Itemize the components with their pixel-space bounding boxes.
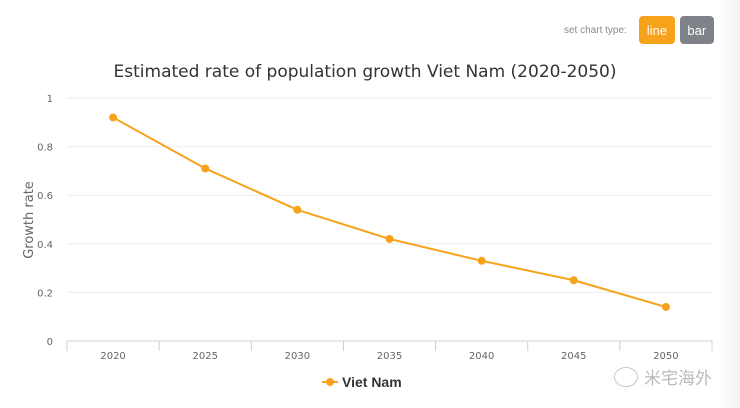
y-axis-label: Growth rate <box>22 181 37 259</box>
data-point[interactable] <box>661 302 670 311</box>
legend-label: Viet Nam <box>342 374 402 390</box>
x-tick-label: 2035 <box>377 351 402 362</box>
x-tick-label: 2020 <box>100 351 125 362</box>
y-tick-label: 1 <box>47 94 53 105</box>
x-tick-label: 2025 <box>192 351 217 362</box>
page-edge <box>718 0 740 408</box>
y-tick-label: 0.4 <box>37 240 53 251</box>
x-tick-label: 2050 <box>653 351 678 362</box>
y-tick-label: 0.6 <box>37 191 53 202</box>
line-chart-button[interactable]: line <box>638 16 675 44</box>
data-point[interactable] <box>201 164 210 173</box>
bar-chart-button[interactable]: bar <box>679 16 714 44</box>
legend-item-viet-nam[interactable]: Viet Nam <box>322 374 402 390</box>
chart-type-switcher: set chart type: line bar <box>564 16 714 44</box>
x-tick-label: 2045 <box>561 351 586 362</box>
x-tick-label: 2030 <box>285 351 310 362</box>
watermark: 米宅海外 <box>614 364 712 389</box>
chart-type-label: set chart type: <box>564 24 627 36</box>
y-tick-label: 0.2 <box>37 288 53 299</box>
wechat-icon <box>614 366 638 387</box>
data-point[interactable] <box>477 256 486 265</box>
legend-line-marker-icon <box>322 377 338 387</box>
watermark-text: 米宅海外 <box>644 369 712 388</box>
data-point[interactable] <box>293 205 302 214</box>
x-tick-label: 2040 <box>469 351 494 362</box>
y-tick-label: 0 <box>47 337 53 348</box>
data-point[interactable] <box>385 234 394 243</box>
series-line-viet-nam[interactable] <box>112 116 667 308</box>
data-point[interactable] <box>569 276 578 285</box>
chart-title: Estimated rate of population growth Viet… <box>113 62 617 82</box>
data-point[interactable] <box>109 113 118 122</box>
y-tick-label: 0.8 <box>37 143 53 154</box>
